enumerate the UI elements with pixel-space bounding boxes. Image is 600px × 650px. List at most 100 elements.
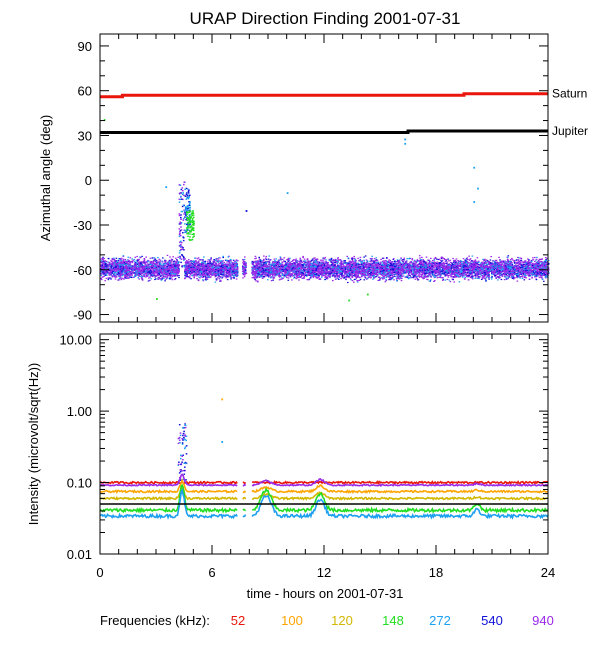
azimuth-point — [354, 269, 357, 271]
azimuth-point — [134, 256, 137, 258]
azimuth-point — [111, 267, 113, 270]
azimuth-point — [196, 267, 199, 269]
azimuth-point — [228, 267, 230, 269]
azimuth-point — [225, 263, 227, 265]
azimuth-point — [132, 269, 135, 271]
azimuth-point — [434, 256, 437, 259]
azimuth-point — [186, 268, 189, 270]
azimuth-point — [541, 261, 544, 263]
azimuth-point — [224, 270, 226, 272]
azimuth-point — [210, 258, 212, 260]
azimuth-point — [174, 272, 176, 274]
azimuth-point — [123, 262, 126, 264]
azimuth-point — [113, 272, 116, 274]
azimuth-point — [329, 264, 331, 266]
azimuth-point — [107, 268, 109, 270]
azimuth-point — [228, 263, 231, 265]
azimuth-point — [121, 265, 124, 267]
azimuth-point — [236, 272, 238, 274]
azimuth-point — [145, 262, 148, 264]
azimuth-point — [164, 272, 166, 274]
azimuth-point — [102, 259, 105, 261]
azimuth-point — [195, 265, 198, 267]
azimuth-point — [167, 264, 169, 266]
azimuth-point — [151, 257, 154, 259]
azimuth-point — [121, 264, 123, 266]
azimuth-point — [164, 265, 167, 267]
azimuth-point — [225, 270, 227, 272]
azimuth-point — [171, 265, 173, 267]
azimuth-point — [104, 260, 107, 262]
azimuth-point — [101, 266, 104, 268]
azimuth-point — [229, 274, 231, 276]
azimuth-point — [145, 261, 147, 263]
azimuth-point — [403, 271, 405, 273]
azimuth-point — [217, 265, 220, 267]
azimuth-point — [129, 272, 131, 274]
azimuth-point — [174, 278, 177, 280]
azimuth-point — [193, 260, 195, 262]
azimuth-point — [228, 274, 230, 276]
azimuth-point — [178, 264, 180, 266]
azimuth-point — [229, 273, 232, 275]
azimuth-point — [481, 270, 483, 272]
azimuth-point — [402, 272, 405, 274]
azimuth-point — [105, 272, 107, 274]
azimuth-point — [289, 276, 292, 278]
azimuth-point — [197, 279, 200, 282]
azimuth-point — [374, 264, 376, 266]
azimuth-point — [161, 274, 164, 276]
azimuth-point — [151, 264, 154, 266]
azimuth-point — [484, 262, 486, 264]
azimuth-point — [197, 270, 200, 272]
azimuth-point — [154, 266, 157, 268]
azimuth-point — [193, 271, 196, 273]
azimuth-point — [453, 268, 456, 270]
azimuth-point — [100, 271, 103, 273]
azimuth-point — [243, 270, 245, 272]
azimuth-point — [216, 271, 218, 273]
azimuth-point — [148, 273, 150, 275]
azimuth-point — [215, 274, 217, 276]
azimuth-point — [213, 259, 215, 261]
azimuth-point — [157, 271, 159, 273]
azimuth-point — [277, 271, 279, 273]
azimuth-point — [213, 264, 216, 267]
azimuth-point — [494, 260, 496, 262]
azimuth-point — [114, 265, 117, 267]
azimuth-point — [202, 275, 204, 277]
azimuth-point — [164, 280, 166, 282]
azimuth-point — [175, 273, 178, 275]
azimuth-point — [473, 272, 476, 274]
azimuth-point — [211, 265, 213, 267]
azimuth-point — [232, 259, 235, 261]
azimuth-point — [216, 263, 218, 265]
azimuth-point — [167, 262, 169, 264]
azimuth-point — [485, 259, 488, 261]
azimuth-point — [112, 275, 115, 277]
azimuth-point — [223, 270, 225, 272]
azimuth-point — [203, 269, 206, 271]
azimuth-point — [139, 270, 142, 272]
azimuth-point — [191, 262, 193, 264]
azimuth-point — [350, 267, 353, 269]
azimuth-point — [176, 262, 179, 264]
azimuth-point — [221, 270, 224, 272]
azimuth-point — [236, 266, 239, 268]
azimuth-point — [122, 262, 125, 264]
azimuth-point — [382, 275, 384, 277]
azimuth-point — [166, 275, 169, 278]
azimuth-point — [221, 263, 224, 265]
azimuth-point — [163, 263, 165, 265]
azimuth-point — [213, 264, 216, 266]
azimuth-point — [214, 271, 216, 273]
azimuth-point — [173, 268, 176, 270]
azimuth-point — [161, 278, 163, 280]
azimuth-point — [130, 275, 132, 277]
azimuth-point — [136, 263, 139, 265]
azimuth-point — [136, 274, 138, 276]
azimuth-point — [121, 277, 124, 279]
azimuth-point — [157, 273, 160, 275]
azimuth-point — [124, 269, 126, 271]
